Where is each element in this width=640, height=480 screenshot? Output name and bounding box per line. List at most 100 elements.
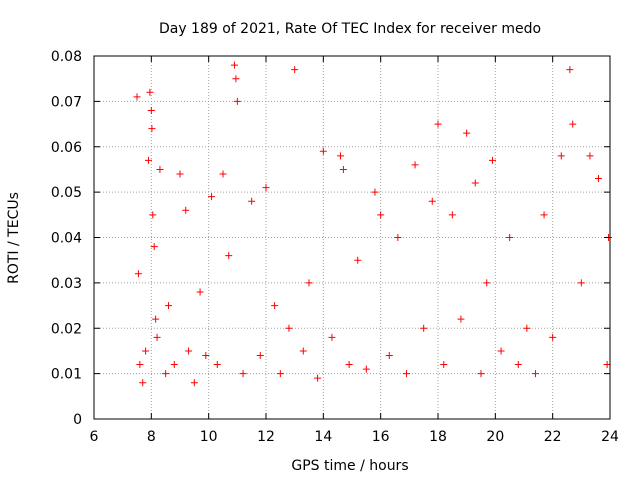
y-tick-label: 0.04 [51, 231, 82, 247]
data-point [225, 252, 233, 260]
data-point [371, 188, 379, 196]
x-tick-label: 16 [372, 429, 390, 445]
data-point [549, 333, 557, 341]
y-tick-label: 0.02 [51, 321, 82, 337]
data-point [595, 175, 603, 183]
data-point [202, 351, 210, 359]
data-point [557, 152, 565, 160]
data-point [463, 129, 471, 137]
data-point [148, 125, 156, 133]
data-point [196, 288, 204, 296]
data-point [136, 361, 144, 369]
x-tick-label: 14 [314, 429, 332, 445]
data-point [150, 243, 158, 251]
data-point [134, 270, 142, 278]
data-point [305, 279, 313, 287]
data-point [523, 324, 531, 332]
data-point [394, 234, 402, 241]
data-point [165, 302, 173, 310]
y-tick-labels: 0 0.01 0.02 0.03 0.04 0.05 0.06 0.07 0.08 [51, 49, 82, 428]
y-tick-label: 0.05 [51, 185, 82, 201]
data-point [420, 324, 428, 332]
data-point [190, 379, 198, 387]
data-point [603, 361, 611, 369]
data-point [411, 161, 419, 169]
y-tick-label: 0.08 [51, 49, 82, 65]
data-point [208, 193, 216, 201]
data-point [213, 361, 221, 369]
x-tick-label: 20 [486, 429, 504, 445]
x-tick-label: 8 [147, 429, 156, 445]
y-tick-label: 0 [73, 412, 82, 428]
data-point [440, 361, 448, 369]
x-tick-label: 10 [200, 429, 218, 445]
data-point [152, 315, 160, 323]
y-tick-label: 0.03 [51, 276, 82, 292]
x-tick-label: 24 [601, 429, 619, 445]
y-axis-label: ROTI / TECUs [6, 192, 22, 284]
data-point [142, 347, 150, 355]
data-point [457, 315, 465, 323]
data-point [402, 370, 410, 378]
x-tick-label: 6 [90, 429, 99, 445]
data-point [471, 179, 479, 187]
data-point [566, 66, 574, 74]
data-point [319, 147, 327, 155]
data-point [271, 302, 279, 310]
data-point [239, 370, 247, 378]
x-tick-label: 22 [544, 429, 562, 445]
data-point [385, 351, 393, 359]
chart-title: Day 189 of 2021, Rate Of TEC Index for r… [159, 21, 541, 37]
x-tick-label: 12 [257, 429, 275, 445]
data-point [285, 324, 293, 332]
data-point [146, 88, 154, 96]
data-point [276, 370, 284, 378]
data-point [170, 361, 178, 369]
data-point [139, 379, 147, 387]
data-point [232, 75, 240, 83]
data-point [144, 156, 152, 164]
data-point [354, 256, 362, 264]
data-point [153, 333, 161, 341]
data-point [586, 152, 594, 160]
data-point [156, 165, 164, 173]
data-point [219, 170, 227, 178]
data-point [314, 374, 322, 382]
data-point [291, 66, 299, 74]
data-point [230, 61, 238, 69]
data-point [149, 211, 157, 219]
data-point [497, 347, 505, 355]
data-points [133, 61, 613, 387]
data-point [428, 197, 436, 205]
x-tick-labels: 6 8 10 12 14 16 18 20 22 24 [90, 429, 619, 445]
data-point [434, 120, 442, 128]
data-point [448, 211, 456, 219]
data-point [506, 234, 514, 241]
x-axis-label: GPS time / hours [291, 458, 408, 474]
data-point [147, 106, 155, 114]
x-tick-label: 18 [429, 429, 447, 445]
data-point [233, 97, 241, 105]
data-point [345, 361, 353, 369]
data-point [339, 165, 347, 173]
data-point [483, 279, 491, 287]
y-tick-label: 0.07 [51, 94, 82, 110]
data-point [540, 211, 548, 219]
data-point [569, 120, 577, 128]
data-point [531, 370, 539, 378]
data-point [328, 333, 336, 341]
data-point [262, 184, 270, 192]
data-point [477, 370, 485, 378]
y-tick-label: 0.01 [51, 367, 82, 383]
data-point [337, 152, 345, 160]
data-point [577, 279, 585, 287]
axes [93, 55, 611, 420]
data-point [162, 370, 170, 378]
data-point [256, 351, 264, 359]
data-point [377, 211, 385, 219]
data-point [133, 93, 141, 101]
data-point [248, 197, 256, 205]
data-point [182, 206, 190, 214]
data-point [176, 170, 184, 178]
